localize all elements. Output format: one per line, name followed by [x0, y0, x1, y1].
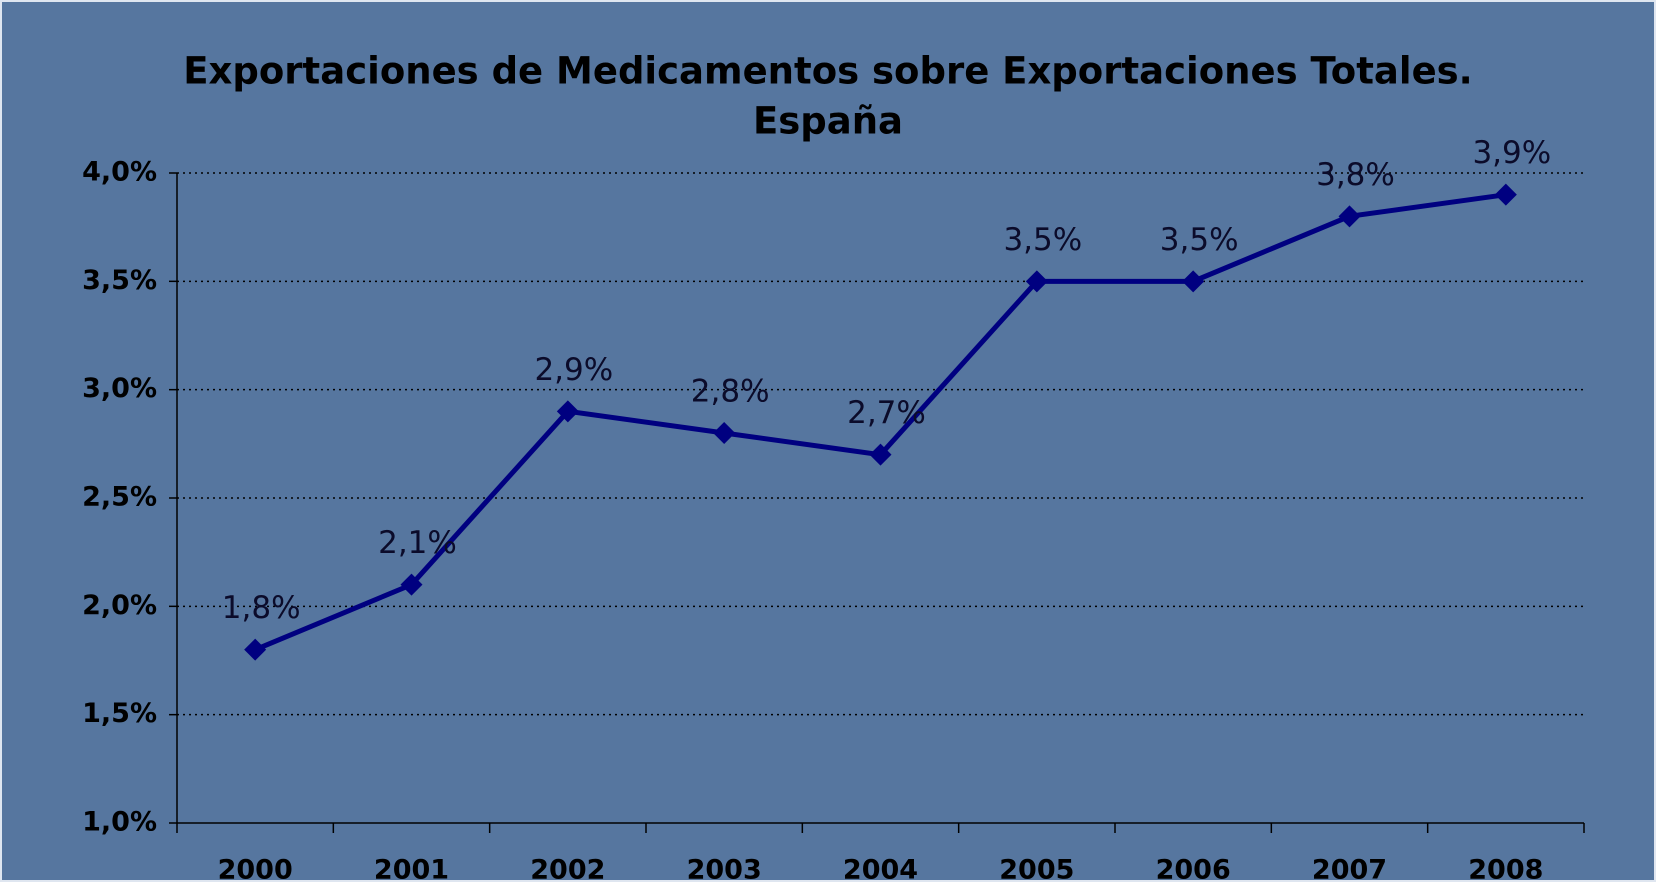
- data-label: 2,7%: [847, 395, 926, 431]
- y-tick-label: 3,5%: [82, 265, 157, 296]
- x-tick-label: 2002: [530, 855, 605, 882]
- data-label: 3,5%: [1160, 222, 1239, 258]
- data-point: [713, 422, 736, 444]
- x-tick-label: 2008: [1468, 855, 1543, 882]
- x-tick-label: 2007: [1312, 855, 1387, 882]
- data-label: 2,1%: [378, 525, 457, 561]
- y-tick-label: 4,0%: [82, 157, 157, 188]
- data-point: [556, 400, 579, 423]
- data-label: 3,9%: [1472, 135, 1551, 171]
- data-label: 1,8%: [222, 590, 301, 626]
- data-label: 3,5%: [1003, 222, 1082, 258]
- data-label: 3,8%: [1316, 157, 1395, 193]
- x-tick-label: 2006: [1156, 855, 1231, 882]
- y-tick-label: 2,0%: [82, 590, 157, 621]
- data-label: 2,8%: [691, 374, 770, 410]
- x-tick-label: 2005: [999, 855, 1074, 882]
- x-tick-label: 2000: [218, 855, 293, 882]
- x-tick-label: 2001: [374, 855, 449, 882]
- x-tick-label: 2004: [843, 855, 918, 882]
- chart-title: España: [753, 100, 903, 143]
- data-point: [1494, 183, 1517, 206]
- data-point: [1182, 270, 1205, 293]
- chart-title: Exportaciones de Medicamentos sobre Expo…: [183, 50, 1473, 93]
- y-tick-label: 3,0%: [82, 373, 157, 404]
- data-label: 2,9%: [534, 352, 613, 388]
- y-tick-label: 1,5%: [82, 698, 157, 729]
- y-tick-label: 2,5%: [82, 482, 157, 513]
- data-point: [400, 573, 423, 596]
- x-tick-label: 2003: [687, 855, 762, 882]
- data-point: [1025, 270, 1048, 293]
- data-point: [1338, 205, 1361, 228]
- data-point: [244, 638, 267, 661]
- data-point: [869, 443, 892, 466]
- y-tick-label: 1,0%: [82, 807, 157, 838]
